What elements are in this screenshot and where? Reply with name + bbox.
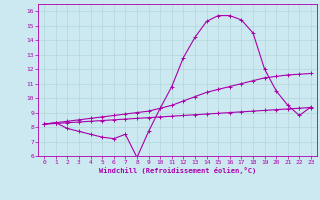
X-axis label: Windchill (Refroidissement éolien,°C): Windchill (Refroidissement éolien,°C) <box>99 167 256 174</box>
